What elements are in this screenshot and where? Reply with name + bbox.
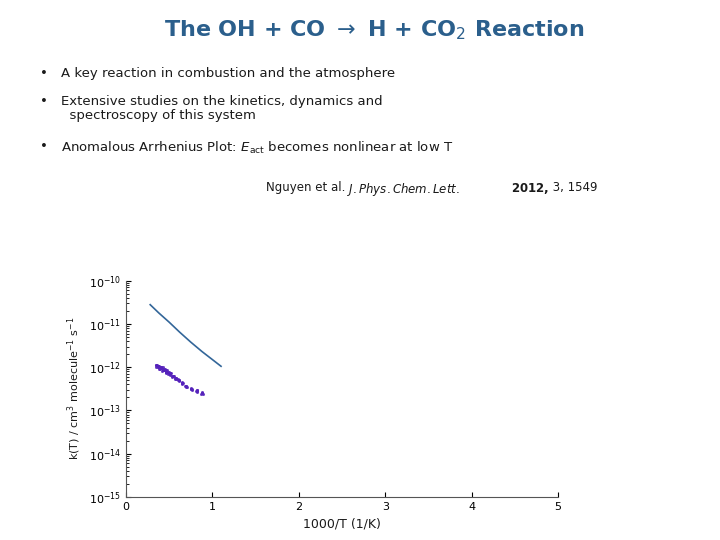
Text: •: • xyxy=(40,68,48,80)
Text: Anomalous Arrhenius Plot: $\mathit{E}_{\rm act}$ becomes nonlinear at low T: Anomalous Arrhenius Plot: $\mathit{E}_{\… xyxy=(61,140,454,157)
Text: The OH + CO $\rightarrow$ H + CO$_2$ Reaction: The OH + CO $\rightarrow$ H + CO$_2$ Rea… xyxy=(164,19,585,43)
Text: $\bf{2012,}$: $\bf{2012,}$ xyxy=(511,181,549,196)
Text: •: • xyxy=(40,140,48,153)
Text: Extensive studies on the kinetics, dynamics and
  spectroscopy of this system: Extensive studies on the kinetics, dynam… xyxy=(61,94,383,123)
Y-axis label: k(T) / cm$^3$ molecule$^{-1}$ s$^{-1}$: k(T) / cm$^3$ molecule$^{-1}$ s$^{-1}$ xyxy=(66,317,84,461)
Text: 3, 1549: 3, 1549 xyxy=(549,181,598,194)
Text: Nguyen et al.: Nguyen et al. xyxy=(266,181,351,194)
X-axis label: 1000/T (1/K): 1000/T (1/K) xyxy=(303,517,381,530)
Text: $\mathit{J. Phys. Chem. Lett.}$: $\mathit{J. Phys. Chem. Lett.}$ xyxy=(347,181,460,198)
Text: A key reaction in combustion and the atmosphere: A key reaction in combustion and the atm… xyxy=(61,68,395,80)
Text: •: • xyxy=(40,94,48,107)
